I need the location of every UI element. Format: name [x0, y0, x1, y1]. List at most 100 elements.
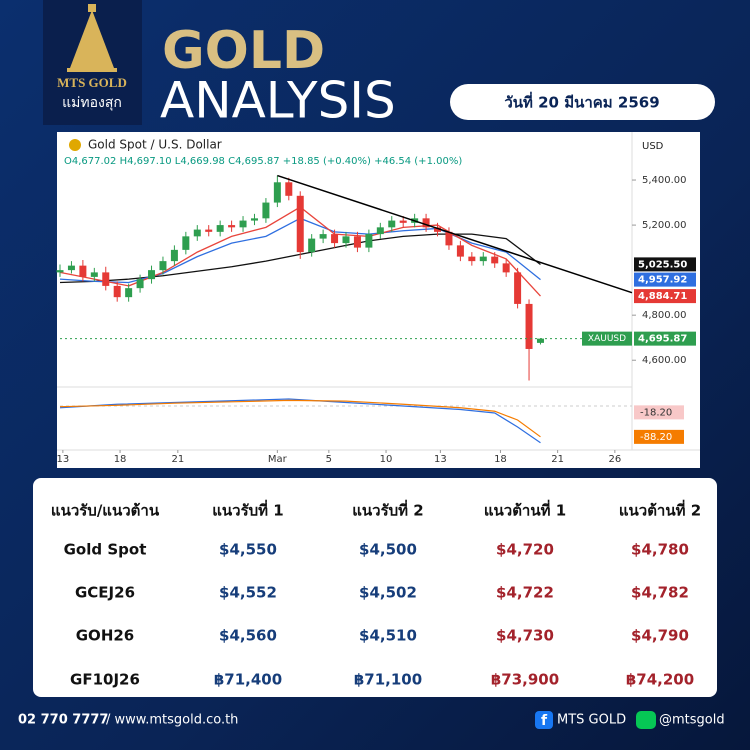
- table-cell: $4,560: [219, 627, 277, 645]
- table-cell: $4,550: [219, 541, 277, 559]
- symbol-icon: [69, 139, 81, 151]
- facebook-icon: [535, 711, 553, 729]
- candle-body: [434, 227, 442, 232]
- brand-thai: แม่ทองสุก: [62, 95, 122, 111]
- x-tick-label: 21: [551, 454, 564, 465]
- candle-body: [388, 220, 396, 228]
- macd-tag-label: -18.20: [640, 407, 672, 418]
- facebook-icon-f: f: [541, 713, 548, 729]
- table-panel: [33, 478, 717, 697]
- candle-body: [228, 225, 236, 228]
- candle-body: [353, 236, 361, 248]
- title-gold: GOLD: [162, 21, 325, 81]
- x-tick-label: 26: [608, 454, 621, 465]
- table-cell: $4,730: [496, 627, 554, 645]
- x-tick-label: 18: [494, 454, 507, 465]
- table-cell: $4,500: [359, 541, 417, 559]
- symbol-tag-label: XAUUSD: [588, 334, 626, 344]
- candle-body: [182, 236, 190, 250]
- price-tag-label: 5,025.50: [638, 259, 687, 270]
- candle-body: [296, 195, 304, 253]
- table-cell: ฿71,100: [354, 671, 422, 689]
- x-tick-label: 13: [434, 454, 447, 465]
- chart: Gold Spot / U.S. Dollar O4,677.02 H4,697.…: [56, 132, 700, 465]
- brand: MTS GOLD: [57, 75, 127, 90]
- table-cell: $4,552: [219, 584, 277, 602]
- candle-body: [136, 279, 144, 289]
- x-tick-label: 13: [56, 454, 69, 465]
- currency: USD: [642, 141, 664, 152]
- candle-body: [308, 238, 316, 253]
- price-tag: [634, 272, 696, 287]
- candle-body: [536, 338, 544, 343]
- table-cell: $4,510: [359, 627, 417, 645]
- candle-body: [456, 245, 464, 257]
- macd-line: [59, 398, 541, 444]
- table-header: แนวรับที่ 2: [352, 500, 423, 520]
- line: @mtsgold: [659, 713, 725, 728]
- candle-body: [319, 234, 327, 239]
- price-tag: [634, 289, 696, 304]
- table-header: แนวรับ/แนวต้าน: [51, 502, 160, 520]
- candle-body: [525, 303, 533, 349]
- candle-body: [273, 182, 281, 203]
- table-cell: $4,502: [359, 584, 417, 602]
- candle-body: [331, 234, 339, 244]
- table-cell: ฿71,400: [214, 671, 282, 689]
- logo-icon: [67, 4, 117, 72]
- candle-body: [342, 236, 350, 244]
- price-tag: [634, 331, 696, 346]
- candle-body: [113, 285, 121, 298]
- facebook: MTS GOLD: [557, 713, 626, 728]
- trendline: [277, 174, 633, 294]
- candle-body: [125, 288, 133, 298]
- x-tick-label: 10: [380, 454, 393, 465]
- candle-body: [67, 265, 75, 271]
- candle-body: [502, 263, 510, 273]
- y-tick-label: 5,400.00: [642, 175, 687, 186]
- candle-body: [376, 227, 384, 235]
- candle-body: [239, 220, 247, 228]
- price-tag: [634, 257, 696, 272]
- candle-body: [250, 218, 258, 221]
- candle-body: [262, 202, 270, 219]
- ohlc-legend: O4,677.02 H4,697.10 L4,669.98 C4,695.87 …: [64, 156, 462, 167]
- candle-body: [479, 256, 487, 262]
- candle-body: [468, 256, 476, 262]
- x-tick-label: Mar: [268, 454, 288, 465]
- table-cell: Gold Spot: [64, 541, 147, 559]
- candle-body: [79, 265, 87, 277]
- y-tick-label: 4,600.00: [642, 355, 687, 366]
- table-cell: $4,790: [631, 627, 689, 645]
- table-header: แนวต้านที่ 1: [484, 500, 566, 520]
- table-cell: ฿74,200: [626, 671, 694, 689]
- table-cell: $4,720: [496, 541, 554, 559]
- table: แนวรับ/แนวต้าน แนวรับที่ 1 แนวรับที่ 2 แนวต…: [51, 500, 701, 689]
- table-cell: GF10J26: [70, 671, 140, 689]
- table-cell: $4,780: [631, 541, 689, 559]
- x-tick-label: 18: [114, 454, 127, 465]
- symbol-tag: [582, 331, 632, 346]
- x-tick-label: 5: [326, 454, 332, 465]
- chart-title: Gold Spot / U.S. Dollar: [88, 138, 222, 152]
- macd-line: [59, 399, 541, 438]
- line-icon: [636, 711, 656, 729]
- price-tag-label: 4,957.92: [638, 275, 687, 286]
- table-cell: ฿73,900: [491, 671, 559, 689]
- phone: 02 770 7777: [18, 713, 108, 728]
- table-cell: $4,722: [496, 584, 554, 602]
- candle-body: [90, 272, 98, 277]
- candle-body: [205, 229, 213, 232]
- y-tick-label: 5,200.00: [642, 220, 687, 231]
- macd-tag: [634, 405, 684, 420]
- candle-body: [170, 249, 178, 262]
- candle-body: [216, 225, 224, 232]
- table-header: แนวรับที่ 1: [212, 500, 283, 520]
- macd-tag-label: -88.20: [640, 432, 672, 443]
- candle-body: [56, 270, 64, 273]
- candle-body: [193, 229, 201, 237]
- x-tick-label: 21: [171, 454, 184, 465]
- candle-body: [445, 231, 453, 246]
- macd-tag: [634, 429, 684, 444]
- chart-panel: [57, 132, 700, 468]
